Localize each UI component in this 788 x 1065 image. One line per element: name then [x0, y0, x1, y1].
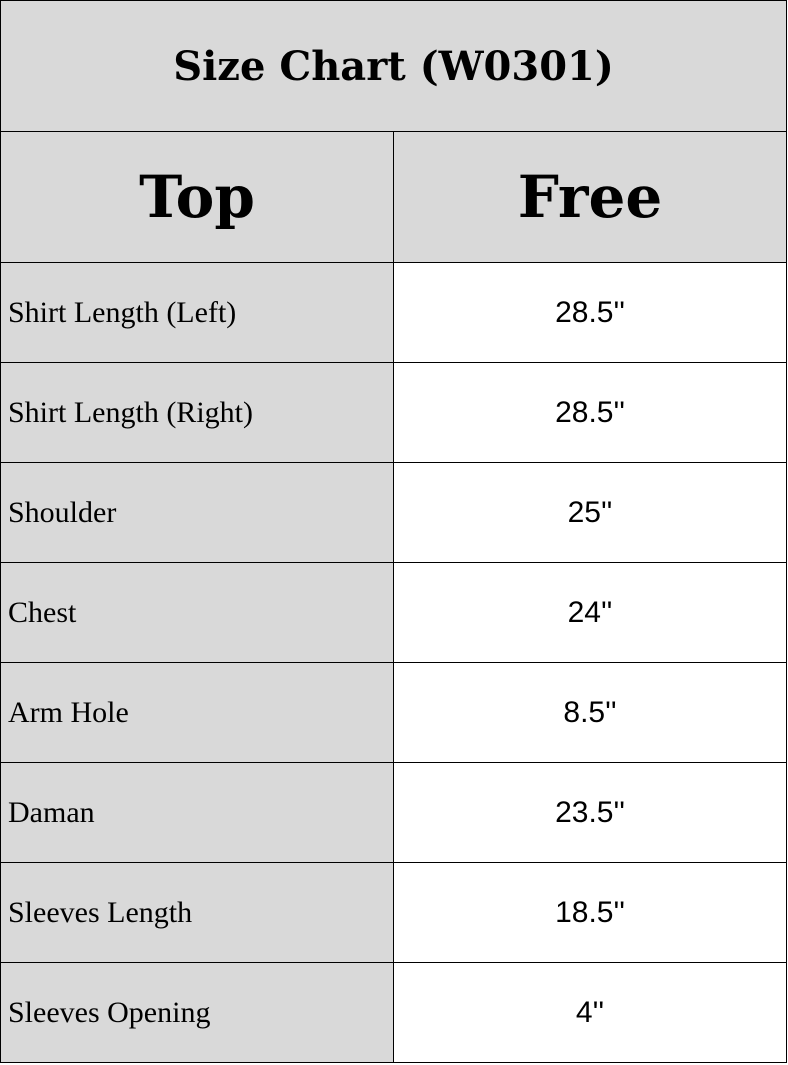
header-row: Top Free [0, 131, 787, 263]
table-row: Arm Hole 8.5'' [0, 662, 787, 763]
table-row: Sleeves Opening 4'' [0, 962, 787, 1063]
measurement-value: 8.5'' [393, 662, 787, 763]
measurement-value: 25'' [393, 462, 787, 563]
measurement-value: 4'' [393, 962, 787, 1063]
measurement-value: 24'' [393, 562, 787, 663]
chart-title: Size Chart (W0301) [0, 0, 787, 132]
table-row: Shoulder 25'' [0, 462, 787, 563]
measurement-label: Chest [0, 562, 394, 663]
measurement-value: 18.5'' [393, 862, 787, 963]
measurement-value: 23.5'' [393, 762, 787, 863]
table-row: Shirt Length (Right) 28.5'' [0, 362, 787, 463]
measurement-label: Sleeves Length [0, 862, 394, 963]
header-free: Free [393, 131, 787, 263]
measurement-value: 28.5'' [393, 362, 787, 463]
measurement-label: Daman [0, 762, 394, 863]
measurement-label: Sleeves Opening [0, 962, 394, 1063]
table-row: Sleeves Length 18.5'' [0, 862, 787, 963]
measurement-label: Arm Hole [0, 662, 394, 763]
table-row: Daman 23.5'' [0, 762, 787, 863]
measurement-value: 28.5'' [393, 262, 787, 363]
measurement-label: Shoulder [0, 462, 394, 563]
table-row: Chest 24'' [0, 562, 787, 663]
measurement-label: Shirt Length (Left) [0, 262, 394, 363]
measurement-label: Shirt Length (Right) [0, 362, 394, 463]
header-top: Top [0, 131, 394, 263]
table-row: Shirt Length (Left) 28.5'' [0, 262, 787, 363]
